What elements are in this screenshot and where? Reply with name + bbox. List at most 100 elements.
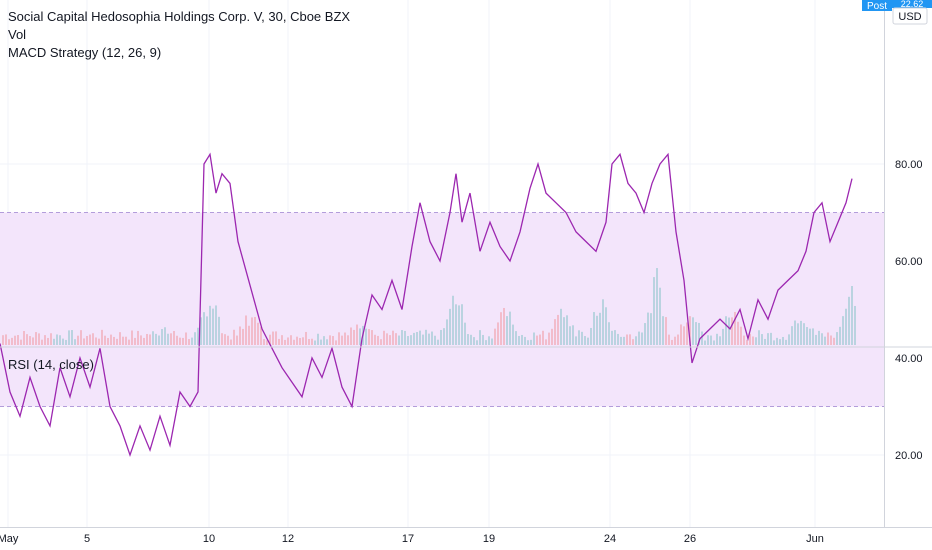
volume-bar (158, 335, 160, 345)
volume-bar (161, 329, 163, 345)
volume-bar (128, 339, 130, 345)
volume-bar (257, 322, 259, 345)
volume-bar (431, 331, 433, 345)
volume-bar (302, 337, 304, 345)
volume-bar (296, 336, 298, 345)
volume-bar (479, 330, 481, 345)
volume-bar (95, 337, 97, 345)
rsi-indicator-label[interactable]: RSI (14, close) (8, 357, 94, 372)
volume-bar (587, 337, 589, 345)
volume-bar (605, 307, 607, 345)
volume-indicator-label[interactable]: Vol (8, 27, 27, 42)
volume-bar (377, 335, 379, 345)
volume-bar (521, 334, 523, 345)
volume-bar (536, 335, 538, 345)
volume-bar (35, 332, 37, 345)
volume-bar (497, 322, 499, 345)
volume-bar (398, 335, 400, 345)
volume-bar (80, 330, 82, 345)
volume-bar (485, 340, 487, 345)
volume-bar (125, 336, 127, 345)
volume-bar (752, 336, 754, 345)
volume-bar (512, 324, 514, 345)
volume-bar (209, 305, 211, 345)
volume-bar (599, 312, 601, 345)
volume-bar (728, 317, 730, 345)
volume-bar (533, 332, 535, 345)
volume-bar (329, 335, 331, 345)
volume-bar (557, 314, 559, 345)
volume-bar (176, 335, 178, 345)
post-badge-bg (862, 0, 892, 11)
volume-bar (644, 323, 646, 345)
time-tick-label: 10 (203, 533, 215, 545)
volume-bar (185, 332, 187, 345)
volume-bar (677, 334, 679, 345)
volume-bar (482, 334, 484, 345)
time-tick-label: 5 (84, 533, 90, 545)
strategy-label[interactable]: MACD Strategy (12, 26, 9) (8, 45, 162, 60)
volume-bar (449, 308, 451, 345)
volume-bar (305, 331, 307, 345)
volume-bar (440, 329, 442, 345)
volume-bar (32, 337, 34, 345)
time-tick-label: 26 (684, 533, 696, 545)
volume-bar (734, 311, 736, 345)
volume-bar (473, 337, 475, 345)
volume-bar (554, 319, 556, 345)
volume-bar (503, 307, 505, 345)
volume-bar (323, 336, 325, 345)
time-tick-label: Jun (806, 533, 824, 545)
volume-bar (443, 328, 445, 345)
volume-bar (113, 336, 115, 345)
volume-bar (635, 336, 637, 345)
volume-bar (578, 330, 580, 345)
volume-bar (65, 339, 67, 345)
volume-bar (689, 316, 691, 345)
volume-bar (5, 334, 7, 345)
volume-bar (245, 315, 247, 345)
volume-bar (509, 311, 511, 345)
volume-bar (500, 312, 502, 345)
volume-bar (788, 334, 790, 345)
volume-bar (239, 326, 241, 345)
volume-bar (470, 334, 472, 345)
time-tick-label: 17 (402, 533, 414, 545)
volume-bar (797, 323, 799, 345)
rsi-band (0, 212, 884, 407)
volume-bar (380, 339, 382, 345)
volume-bar (551, 328, 553, 345)
volume-bar (260, 327, 262, 345)
symbol-title[interactable]: Social Capital Hedosophia Holdings Corp.… (8, 9, 351, 24)
volume-bar (467, 334, 469, 345)
volume-bar (26, 334, 28, 345)
rsi-overbought-oversold-band (0, 212, 884, 407)
last-price-badge-label: 22.62 (901, 0, 924, 9)
volume-bar (188, 339, 190, 345)
volume-bar (602, 299, 604, 345)
volume-bar (2, 335, 4, 345)
volume-bar (476, 340, 478, 345)
volume-bar (581, 331, 583, 345)
volume-bar (650, 313, 652, 345)
volume-bar (437, 339, 439, 345)
volume-bar (134, 337, 136, 345)
volume-bar (842, 316, 844, 345)
volume-bar (14, 335, 16, 345)
volume-bar (140, 335, 142, 345)
rsi-line (0, 152, 853, 458)
volume-bar (350, 327, 352, 345)
volume-bar (311, 338, 313, 345)
volume-bar (758, 330, 760, 345)
volume-bar (671, 339, 673, 345)
volume-bar (353, 329, 355, 345)
volume-bar (632, 339, 634, 345)
volume-bar (623, 336, 625, 345)
currency-badge: USD (892, 7, 928, 25)
volume-bar (428, 333, 430, 345)
volume-bar (803, 323, 805, 345)
volume-bar (683, 326, 685, 345)
volume-bar (101, 329, 103, 345)
